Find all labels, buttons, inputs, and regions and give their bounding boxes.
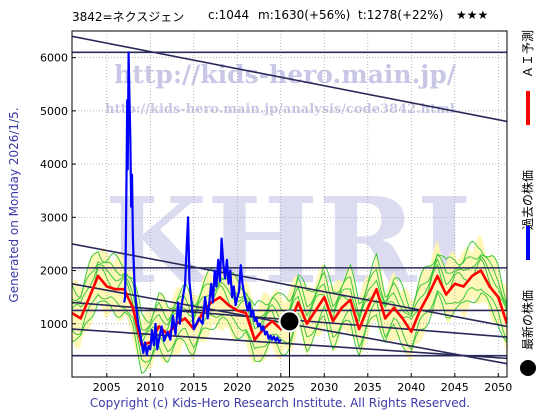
legend-swatch-2 — [520, 360, 536, 376]
median-price: m:1630(+56%) — [258, 8, 351, 22]
x-tick-label: 2035 — [354, 381, 382, 394]
watermark-analysis-url: http://kids-hero.main.jp/analysis/code38… — [105, 102, 455, 117]
x-tick-label: 2025 — [267, 381, 295, 394]
x-tick-label: 2045 — [441, 381, 469, 394]
plot-content — [72, 31, 507, 377]
current-price: c:1044 — [208, 8, 250, 22]
y-tick-label: 4000 — [40, 158, 68, 171]
forecast-band-line-0 — [72, 240, 507, 323]
latest-price-marker — [278, 310, 301, 333]
watermark-logo: KHRI — [104, 171, 471, 310]
x-tick-label: 2010 — [136, 381, 164, 394]
legend-label-0: ＡＩ予測 — [521, 30, 535, 78]
x-tick-label: 2005 — [93, 381, 121, 394]
stock-name: 3842=ネクスジェン — [72, 10, 185, 24]
trend-line — [72, 243, 507, 328]
x-tick-label: 2050 — [484, 381, 512, 394]
forecast-band-line-1 — [72, 253, 507, 331]
y-tick-label: 5000 — [40, 105, 68, 118]
y-tick-label: 2000 — [40, 265, 68, 278]
legend-label-1: 過去の株価 — [520, 170, 535, 230]
x-tick-label: 2020 — [223, 381, 251, 394]
watermark-url: http://kids-hero.main.jp/ — [114, 60, 457, 89]
y-tick-label: 3000 — [40, 211, 68, 224]
trend-line — [72, 35, 507, 123]
x-tick-label: 2040 — [397, 381, 425, 394]
x-tick-label: 2015 — [180, 381, 208, 394]
y-tick-label: 1000 — [40, 318, 68, 331]
history-line — [123, 51, 282, 356]
plot-frame — [71, 30, 508, 378]
y-tick-label: 6000 — [40, 52, 68, 65]
legend-label-2: 最新の株価 — [520, 290, 535, 350]
copyright-notice: Copyright (c) Kids-Hero Research Institu… — [89, 396, 471, 410]
rating-stars: ★★★ — [456, 8, 489, 22]
target-price: t:1278(+22%) — [358, 8, 444, 22]
x-tick-label: 2030 — [310, 381, 338, 394]
